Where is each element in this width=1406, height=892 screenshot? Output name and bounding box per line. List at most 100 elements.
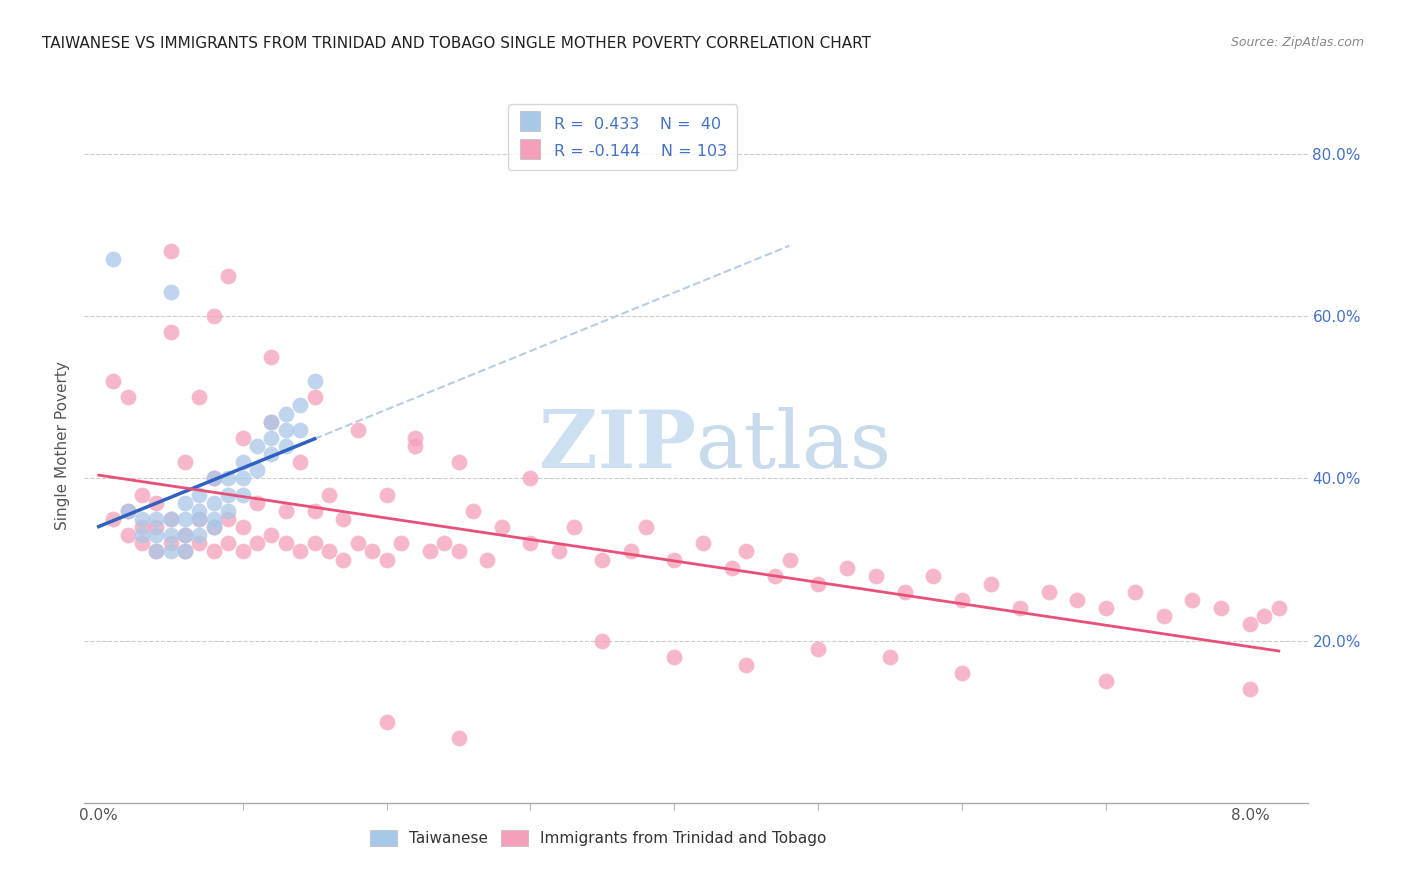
Point <box>246 536 269 550</box>
Point <box>101 512 124 526</box>
Point <box>131 536 153 550</box>
Point <box>591 552 613 566</box>
Point <box>101 252 124 267</box>
Point <box>763 568 786 582</box>
Point <box>950 593 973 607</box>
Point <box>491 520 513 534</box>
Point <box>318 544 340 558</box>
Point <box>145 496 167 510</box>
Point <box>375 552 398 566</box>
Point <box>274 504 297 518</box>
Point <box>1239 682 1261 697</box>
Point <box>419 544 441 558</box>
Point <box>274 439 297 453</box>
Point <box>131 520 153 534</box>
Point <box>865 568 887 582</box>
Point <box>1038 585 1060 599</box>
Point <box>217 536 239 550</box>
Point <box>260 350 283 364</box>
Point <box>202 310 225 324</box>
Point <box>174 512 197 526</box>
Point <box>692 536 714 550</box>
Point <box>202 520 225 534</box>
Point <box>117 390 139 404</box>
Point <box>950 666 973 681</box>
Point <box>980 577 1002 591</box>
Point <box>433 536 456 550</box>
Point <box>260 528 283 542</box>
Point <box>290 544 312 558</box>
Point <box>779 552 801 566</box>
Point <box>145 528 167 542</box>
Point <box>159 326 181 340</box>
Point <box>620 544 643 558</box>
Point <box>290 455 312 469</box>
Point <box>260 415 283 429</box>
Point <box>145 520 167 534</box>
Point <box>304 374 326 388</box>
Point <box>1066 593 1088 607</box>
Point <box>1008 601 1031 615</box>
Point <box>735 544 758 558</box>
Point <box>1211 601 1233 615</box>
Point <box>1153 609 1175 624</box>
Point <box>332 512 354 526</box>
Point <box>260 415 283 429</box>
Point <box>217 471 239 485</box>
Point <box>159 528 181 542</box>
Point <box>117 504 139 518</box>
Point <box>274 536 297 550</box>
Point <box>893 585 915 599</box>
Text: ZIP: ZIP <box>538 407 696 485</box>
Point <box>246 496 269 510</box>
Point <box>246 439 269 453</box>
Point <box>202 544 225 558</box>
Point <box>591 633 613 648</box>
Point <box>159 536 181 550</box>
Point <box>188 536 211 550</box>
Point <box>664 552 686 566</box>
Point <box>188 528 211 542</box>
Y-axis label: Single Mother Poverty: Single Mother Poverty <box>55 361 70 531</box>
Text: atlas: atlas <box>696 407 891 485</box>
Point <box>217 504 239 518</box>
Point <box>174 528 197 542</box>
Point <box>232 455 254 469</box>
Point <box>721 560 744 574</box>
Point <box>1095 674 1118 689</box>
Point <box>174 544 197 558</box>
Point <box>202 471 225 485</box>
Point <box>232 544 254 558</box>
Point <box>1123 585 1146 599</box>
Point <box>1268 601 1291 615</box>
Point <box>807 641 830 656</box>
Point <box>346 423 368 437</box>
Point <box>159 285 181 299</box>
Point <box>519 536 541 550</box>
Point <box>1095 601 1118 615</box>
Point <box>304 536 326 550</box>
Point <box>188 390 211 404</box>
Point <box>519 471 541 485</box>
Point <box>232 520 254 534</box>
Point <box>217 512 239 526</box>
Point <box>290 423 312 437</box>
Point <box>807 577 830 591</box>
Point <box>922 568 945 582</box>
Point <box>174 528 197 542</box>
Point <box>131 528 153 542</box>
Point <box>174 544 197 558</box>
Point <box>174 455 197 469</box>
Point <box>375 488 398 502</box>
Point <box>159 244 181 259</box>
Point <box>188 504 211 518</box>
Point <box>304 504 326 518</box>
Point <box>447 544 470 558</box>
Point <box>548 544 571 558</box>
Point <box>879 649 901 664</box>
Point <box>634 520 657 534</box>
Point <box>232 471 254 485</box>
Point <box>447 455 470 469</box>
Point <box>1239 617 1261 632</box>
Point <box>260 447 283 461</box>
